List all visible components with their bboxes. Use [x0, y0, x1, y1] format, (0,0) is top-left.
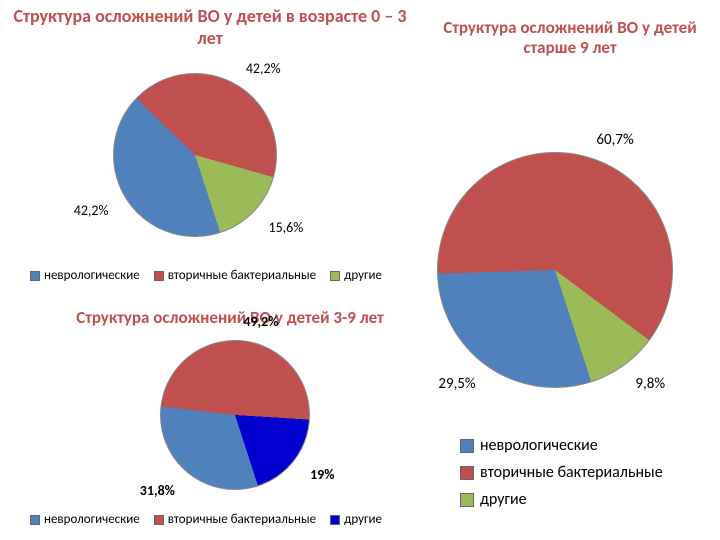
chart3-label-1: 49,2% [243, 313, 278, 330]
chart1-label-2: 15,6% [268, 219, 303, 236]
chart3-legend-item-0: неврологические [30, 512, 140, 527]
chart1-legend-item-2: другие [330, 268, 382, 283]
chart3-legend-item-1: вторичные бактериальные [154, 512, 316, 527]
chart2-pie [437, 152, 673, 388]
stage: Структура осложнений ВО у детей в возрас… [0, 0, 720, 540]
chart2-legend-label-2: другие [480, 490, 527, 509]
chart1-legend-item-1: вторичные бактериальные [154, 268, 316, 283]
chart1-pie [113, 73, 277, 237]
chart1-legend-swatch-1 [154, 271, 164, 281]
chart1-legend-item-0: неврологические [30, 268, 140, 283]
chart3-legend-swatch-0 [30, 515, 40, 525]
chart3-label-2: 19% [310, 466, 334, 483]
chart1-legend: неврологические вторичные бактериальные … [30, 268, 382, 283]
chart3-legend-swatch-2 [330, 515, 340, 525]
chart2-title-text: Структура осложнений ВО у детей старше 9… [443, 17, 696, 58]
chart3-legend-label-1: вторичные бактериальные [168, 512, 316, 527]
chart3-label-0: 31,8% [125, 482, 175, 499]
chart2-legend-item-2: другие [460, 490, 663, 509]
chart1-label-0: 42,2% [59, 202, 109, 219]
chart2-legend-swatch-1 [460, 466, 474, 480]
chart2-label-1: 60,7% [596, 131, 633, 149]
chart1-legend-swatch-0 [30, 271, 40, 281]
chart1-legend-label-2: другие [344, 268, 382, 283]
chart3-title-text: Структура осложнений ВО у детей 3-9 лет [76, 307, 384, 328]
chart3-legend-item-2: другие [330, 512, 382, 527]
chart2-legend-label-0: неврологические [480, 436, 598, 455]
chart3-legend-swatch-1 [154, 515, 164, 525]
chart1-legend-swatch-2 [330, 271, 340, 281]
chart3-legend-label-0: неврологические [44, 512, 140, 527]
chart3-legend-label-2: другие [344, 512, 382, 527]
chart2-legend-swatch-0 [460, 439, 474, 453]
chart2-label-0: 29,5% [426, 375, 476, 393]
chart2-title: Структура осложнений ВО у детей старше 9… [440, 18, 700, 59]
chart1-legend-label-1: вторичные бактериальные [168, 268, 316, 283]
chart3-legend: неврологические вторичные бактериальные … [30, 512, 382, 527]
chart3-pie [160, 340, 310, 490]
chart2-legend-item-0: неврологические [460, 436, 663, 455]
chart2-legend-swatch-2 [460, 493, 474, 507]
chart1-title: Структура осложнений ВО у детей в возрас… [10, 6, 410, 49]
chart3-title: Структура осложнений ВО у детей 3-9 лет [40, 308, 420, 328]
chart1-title-text: Структура осложнений ВО у детей в возрас… [13, 5, 406, 49]
chart2-legend-item-1: вторичные бактериальные [460, 463, 663, 482]
chart2-label-2: 9,8% [635, 375, 665, 393]
chart2-legend: неврологические вторичные бактериальные … [460, 436, 663, 509]
chart1-label-1: 42,2% [246, 60, 281, 77]
chart2-legend-label-1: вторичные бактериальные [480, 463, 663, 482]
chart1-legend-label-0: неврологические [44, 268, 140, 283]
